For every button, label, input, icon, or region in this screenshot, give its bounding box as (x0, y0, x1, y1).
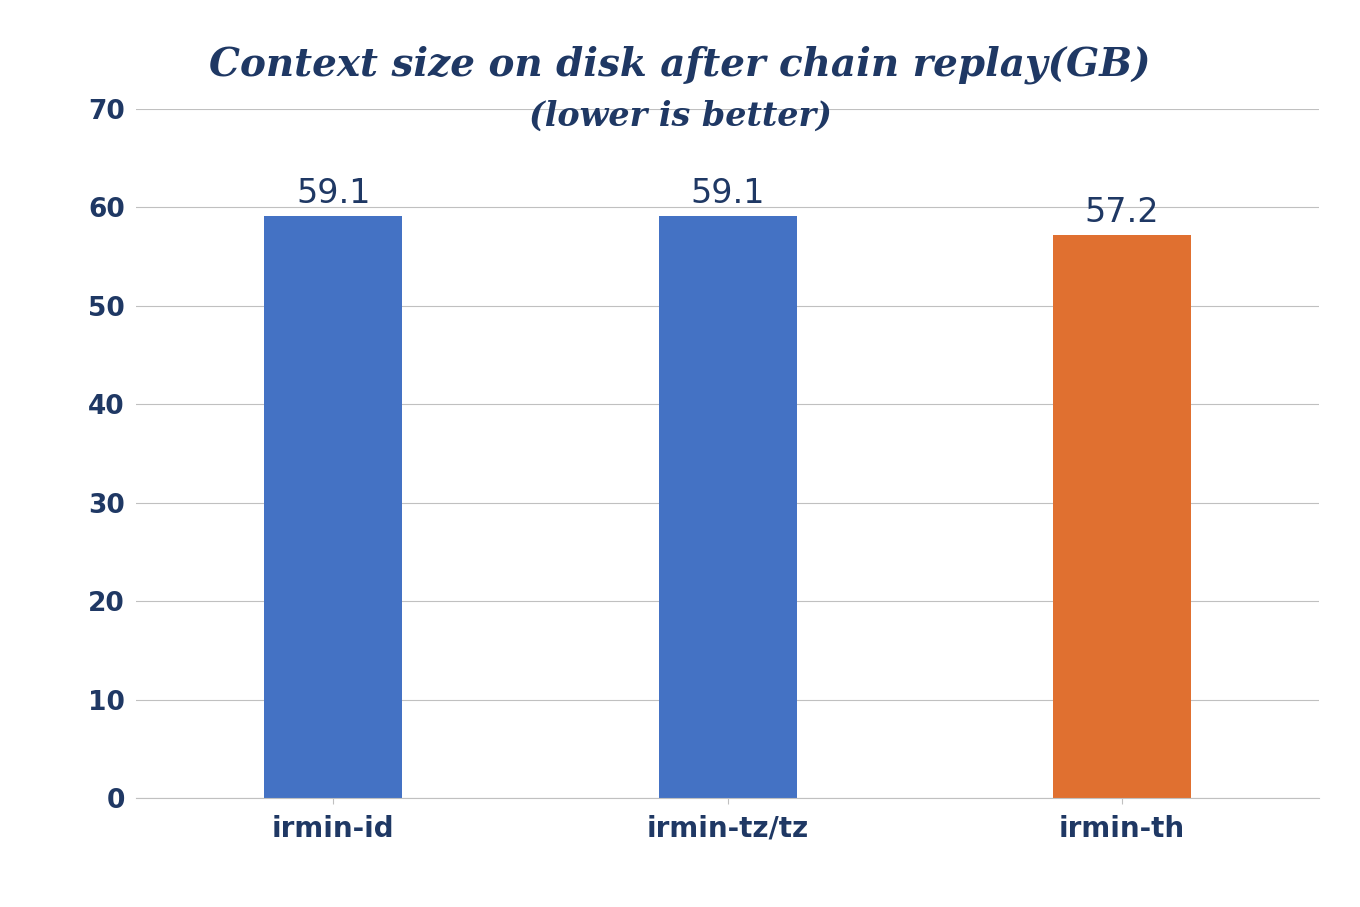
Text: Context size on disk after chain replay(GB): Context size on disk after chain replay(… (209, 45, 1151, 83)
Text: (lower is better): (lower is better) (529, 100, 831, 132)
Text: 59.1: 59.1 (296, 177, 370, 210)
Bar (1053, 235, 1191, 798)
Bar (264, 216, 403, 798)
Text: 57.2: 57.2 (1085, 196, 1159, 229)
Text: 59.1: 59.1 (691, 177, 764, 210)
Bar (658, 216, 797, 798)
